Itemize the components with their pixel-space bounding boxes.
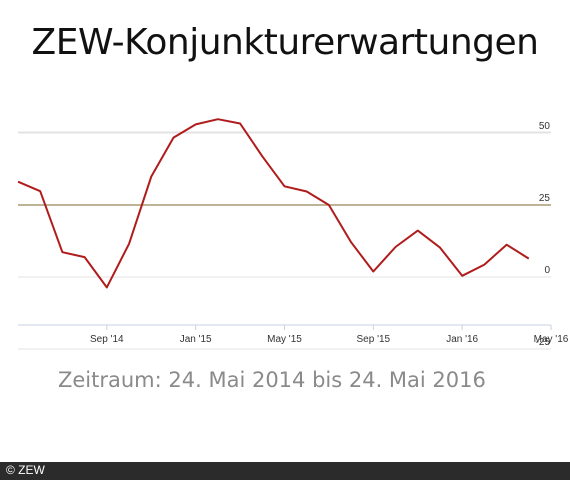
x-tick-label: May '15 xyxy=(267,334,302,345)
y-tick-label: 0 xyxy=(544,265,550,276)
x-tick-label: Sep '15 xyxy=(357,334,391,345)
chart-title: ZEW-Konjunkturerwartungen xyxy=(31,22,539,63)
series-line xyxy=(17,118,530,289)
line-chart: Sep '14 Jan '15 May '15 Sep '15 Jan '16 May '… xyxy=(17,118,569,350)
y-tick-label: -25 xyxy=(536,337,551,348)
x-tick-label: Sep '14 xyxy=(90,334,124,345)
y-tick-label: 50 xyxy=(539,121,551,132)
period-caption: Zeitraum: 24. Mai 2014 bis 24. Mai 2016 xyxy=(58,368,486,392)
gridlines xyxy=(18,131,551,350)
x-tick-label: Jan '15 xyxy=(180,334,212,345)
copyright-text: © ZEW xyxy=(6,463,45,477)
y-tick-label: 25 xyxy=(539,193,551,204)
x-tick-label: May '16 xyxy=(534,334,569,345)
x-tick-label: Jan '16 xyxy=(446,334,478,345)
x-axis: Sep '14 Jan '15 May '15 Sep '15 Jan '16 May '… xyxy=(18,324,569,345)
y-axis-ticks: 50 25 0 -25 xyxy=(536,121,551,348)
footer-bar: © ZEW xyxy=(0,462,570,480)
series-group xyxy=(17,118,530,289)
